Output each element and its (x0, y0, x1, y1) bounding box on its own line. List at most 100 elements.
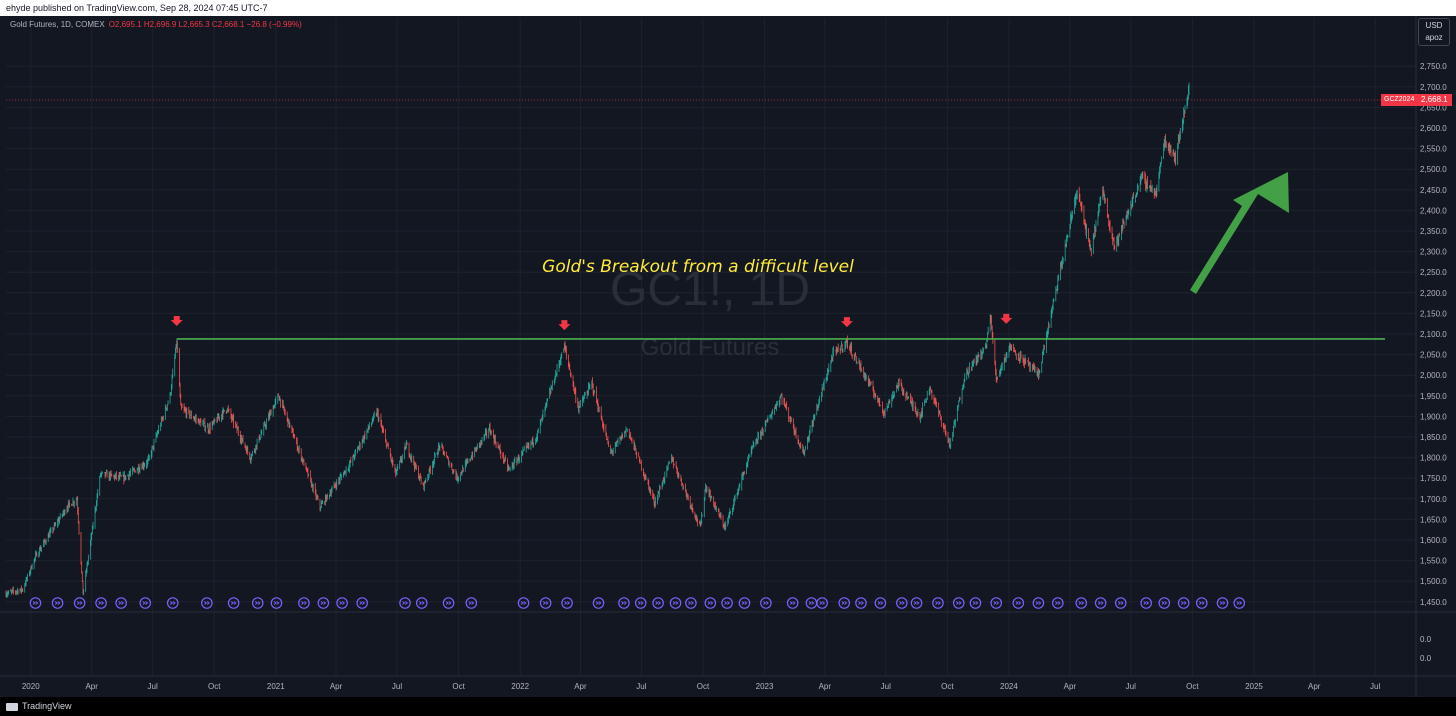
event-icon-glyph (564, 601, 571, 605)
legend-ohlc: O2,695.1 H2,696.9 L2,665.3 C2,668.1 −26.… (108, 20, 302, 29)
event-icon (166, 597, 179, 609)
event-icon-glyph (76, 601, 83, 605)
chart-legend: Gold Futures, 1D, COMEX O2,695.1 H2,696.9… (10, 20, 302, 29)
event-icon-glyph (808, 601, 815, 605)
event-icon-glyph (339, 601, 346, 605)
event-icon-glyph (1180, 601, 1187, 605)
footer-bar: TradingView (0, 697, 1456, 716)
event-icon (634, 597, 647, 609)
event-icon-glyph (32, 601, 39, 605)
event-icon (952, 597, 965, 609)
event-icon (561, 597, 573, 609)
event-icon-glyph (1015, 601, 1022, 605)
event-icon-glyph (1143, 601, 1150, 605)
event-icon-glyph (688, 601, 694, 605)
event-icon (816, 597, 828, 609)
event-icon-glyph (254, 601, 261, 605)
publisher-text: ehyde published on TradingView.com, Sep … (6, 3, 268, 13)
event-icon (738, 597, 751, 609)
event-icon-glyph (993, 601, 1000, 605)
y-tick-label: 2,050.0 (1420, 351, 1447, 360)
y-tick-label: 1,700.0 (1420, 495, 1447, 504)
event-icon-glyph (230, 601, 237, 605)
currency-code: USD (1425, 21, 1443, 30)
lower-pane-tick-label: 0.0 (1420, 635, 1432, 644)
event-icon (1094, 597, 1107, 609)
event-icon (669, 597, 682, 609)
event-icon (1177, 597, 1190, 609)
event-icon (1233, 597, 1246, 609)
event-icon-glyph (118, 601, 125, 605)
tradingview-logo-icon (6, 702, 18, 711)
event-icon-glyph (1097, 601, 1104, 605)
chart-background (0, 16, 1456, 697)
event-icon-glyph (955, 601, 962, 605)
x-tick-label: Apr (1308, 682, 1321, 691)
watermark-symbol: GC1!, 1D (610, 263, 810, 316)
event-icon-glyph (445, 601, 452, 605)
currency-selector[interactable]: USD apoz (1418, 18, 1450, 46)
price-chart[interactable]: 2,750.0 2,700.0 2,650.0 2,600.0 2,550.0 2,500… (0, 16, 1456, 697)
event-icon (874, 597, 887, 609)
y-tick-label: 1,650.0 (1420, 515, 1447, 524)
y-tick-label: 2,300.0 (1420, 248, 1447, 257)
y-tick-label: 1,500.0 (1420, 577, 1447, 586)
event-icon-glyph (655, 601, 662, 605)
footer-brand[interactable]: TradingView (22, 701, 72, 711)
event-icon (910, 597, 923, 609)
event-icon (29, 597, 42, 609)
event-icon-glyph (972, 601, 979, 605)
event-icon-glyph (877, 601, 884, 605)
x-tick-label: Jul (881, 682, 891, 691)
y-tick-label: 2,650.0 (1420, 103, 1447, 112)
event-icon-glyph (841, 601, 848, 605)
event-icon (685, 597, 697, 609)
event-icon (336, 597, 348, 609)
x-tick-label: 2024 (1000, 682, 1018, 691)
x-tick-label: Jul (392, 682, 402, 691)
y-tick-label: 2,500.0 (1420, 165, 1447, 174)
event-icon (1075, 597, 1088, 609)
currency-sub: apoz (1425, 33, 1443, 42)
event-icon-glyph (763, 601, 769, 605)
x-tick-label: Jul (1126, 682, 1136, 691)
event-icon (1216, 597, 1229, 609)
event-icon-glyph (819, 601, 826, 605)
last-price-tag: 2,668.1 (1417, 94, 1452, 106)
event-icon-glyph (1219, 601, 1226, 605)
event-icon (1032, 597, 1045, 609)
event-icon (95, 597, 107, 609)
event-icon (592, 597, 605, 609)
event-icon-glyph (672, 601, 679, 605)
event-icon (51, 597, 64, 609)
x-tick-label: Oct (208, 682, 221, 691)
publisher-bar: ehyde published on TradingView.com, Sep … (0, 0, 1456, 16)
event-icon (1158, 597, 1171, 609)
y-tick-label: 1,450.0 (1420, 598, 1447, 607)
event-icon (896, 597, 908, 609)
event-icon-glyph (1055, 601, 1061, 605)
y-tick-label: 1,850.0 (1420, 433, 1447, 442)
event-icon-glyph (204, 601, 210, 605)
x-tick-label: Apr (1064, 682, 1077, 691)
y-tick-label: 1,800.0 (1420, 454, 1447, 463)
event-icon-glyph (1198, 601, 1205, 605)
event-icon-glyph (595, 601, 602, 605)
event-icon (721, 597, 733, 609)
event-icon-glyph (301, 601, 307, 605)
x-tick-label: 2021 (267, 682, 285, 691)
down-arrow-marker (170, 315, 183, 326)
x-tick-label: Oct (1186, 682, 1199, 691)
event-icon-glyph (468, 601, 475, 605)
y-tick-label: 2,450.0 (1420, 186, 1447, 195)
event-icon (139, 597, 152, 609)
event-icon (1012, 597, 1025, 609)
event-icon (990, 597, 1003, 609)
event-icon (251, 597, 264, 609)
event-icon-glyph (320, 601, 327, 605)
event-icon (855, 597, 867, 609)
y-tick-label: 2,100.0 (1420, 330, 1447, 339)
event-icon (399, 597, 411, 609)
down-arrow-marker (1000, 313, 1013, 324)
x-tick-label: Oct (452, 682, 465, 691)
